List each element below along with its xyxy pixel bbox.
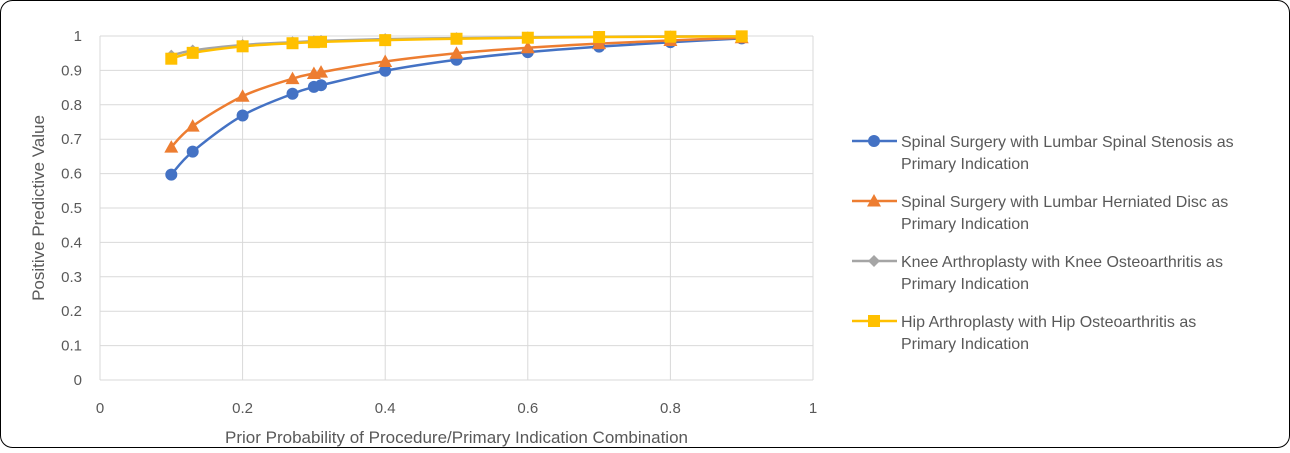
legend-entry-3: Knee Arthroplasty with Knee Osteoarthrit… (852, 254, 1223, 293)
series-4-point-3 (236, 40, 249, 53)
series-2-point-7 (378, 54, 393, 67)
series-4 (165, 30, 748, 65)
legend-2-marker (867, 194, 881, 207)
x-axis-title: Prior Probability of Procedure/Primary I… (225, 428, 688, 447)
y-tick-label-7: 0.7 (61, 131, 82, 148)
series-4-point-4 (286, 37, 299, 50)
legend: Spinal Surgery with Lumbar Spinal Stenos… (852, 134, 1234, 353)
y-tick-label-5: 0.5 (61, 200, 82, 217)
y-tick-label-1: 0.1 (61, 338, 82, 355)
series-layer (164, 30, 749, 181)
legend-entry-1: Spinal Surgery with Lumbar Spinal Stenos… (852, 134, 1234, 173)
x-tick-label-0: 0 (96, 400, 104, 417)
y-tick-label-3: 0.3 (61, 269, 82, 286)
legend-4-marker (868, 315, 880, 327)
series-1-point-6 (315, 79, 328, 92)
series-4-point-1 (165, 52, 178, 65)
series-2-point-2 (185, 119, 200, 132)
legend-entry-2: Spinal Surgery with Lumbar Herniated Dis… (852, 194, 1228, 233)
series-4-point-8 (450, 32, 463, 45)
legend-3-label-line-2: Primary Indication (901, 276, 1029, 293)
series-2-point-6 (314, 65, 329, 78)
tick-labels: 0 0.1 0.2 0.3 0.4 0.5 0.6 0.7 0.8 0.9 1 0 0.2 0.4 0.6 0… (61, 28, 817, 417)
series-2-point-8 (449, 46, 464, 59)
series-4-point-11 (664, 30, 677, 43)
legend-3-marker (868, 255, 880, 267)
x-tick-label-2: 0.4 (375, 400, 396, 417)
series-2-point-4 (285, 71, 300, 85)
series-4-point-10 (593, 31, 606, 44)
legend-entry-4: Hip Arthroplasty with Hip Osteoarthritis… (852, 314, 1196, 353)
y-tick-label-4: 0.4 (61, 234, 82, 251)
legend-3-label-line-1: Knee Arthroplasty with Knee Osteoarthrit… (901, 254, 1223, 271)
legend-4-label-line-2: Primary Indication (901, 336, 1029, 353)
y-axis-title: Positive Predictive Value (29, 115, 48, 301)
x-tick-label-1: 0.2 (232, 400, 253, 417)
series-1-point-2 (186, 145, 199, 158)
series-2-point-1 (164, 140, 179, 153)
x-tick-label-4: 0.8 (660, 400, 681, 417)
legend-2-label-line-2: Primary Indication (901, 216, 1029, 233)
series-4-point-9 (521, 31, 534, 44)
series-2-point-9 (520, 40, 535, 54)
y-tick-label-2: 0.2 (61, 303, 82, 320)
series-2-point-3 (235, 89, 250, 102)
series-4-point-7 (379, 34, 392, 47)
legend-1-label-line-2: Primary Indication (901, 156, 1029, 173)
legend-4-label-line-1: Hip Arthroplasty with Hip Osteoarthritis… (901, 314, 1196, 331)
legend-1-label-line-1: Spinal Surgery with Lumbar Spinal Stenos… (901, 134, 1234, 151)
series-4-point-6 (315, 35, 328, 48)
y-tick-label-8: 0.8 (61, 97, 82, 114)
legend-1-marker (868, 135, 880, 147)
series-4-point-2 (186, 46, 199, 59)
legend-2-label-line-1: Spinal Surgery with Lumbar Herniated Dis… (901, 194, 1228, 211)
series-1-point-1 (165, 168, 178, 181)
y-tick-label-9: 0.9 (61, 62, 82, 79)
series-2 (164, 30, 749, 153)
series-4-point-12 (735, 30, 748, 43)
x-tick-label-3: 0.6 (517, 400, 538, 417)
x-tick-label-5: 1 (809, 400, 817, 417)
series-1-point-7 (379, 64, 392, 77)
series-1-point-3 (236, 109, 249, 122)
series-1-point-4 (286, 87, 299, 100)
y-tick-label-6: 0.6 (61, 166, 82, 183)
y-tick-label-0: 0 (74, 372, 82, 389)
y-tick-label-10: 1 (74, 28, 82, 45)
